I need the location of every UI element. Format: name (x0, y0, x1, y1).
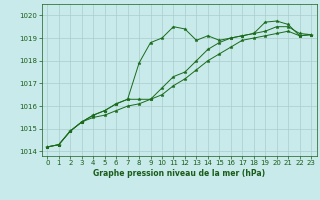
X-axis label: Graphe pression niveau de la mer (hPa): Graphe pression niveau de la mer (hPa) (93, 169, 265, 178)
